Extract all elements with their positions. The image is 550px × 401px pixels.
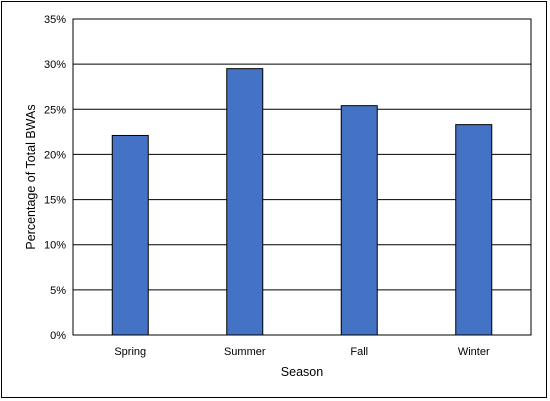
y-tick-label: 30% [44, 59, 66, 71]
tick-labels: 0% 5% 10% 15% 20% 25% 30% 35% Spring Summer Fall Wi… [44, 14, 490, 358]
y-tick-label: 25% [44, 104, 66, 116]
y-tick-label: 20% [44, 149, 66, 161]
bars [111, 68, 493, 336]
y-tick-label: 15% [44, 195, 66, 207]
x-tick-label: Spring [114, 346, 146, 358]
y-tick-label: 5% [50, 285, 66, 297]
y-tick-label: 35% [44, 14, 66, 26]
gridlines [73, 63, 531, 291]
bar-spring [111, 134, 149, 336]
bar-fall [340, 105, 378, 336]
bar-winter [455, 124, 493, 336]
y-axis-title: Percentage of Total BWAs [24, 104, 38, 249]
x-axis-title: Season [281, 365, 323, 379]
y-tick-label: 10% [44, 240, 66, 252]
x-tick-label: Winter [458, 346, 490, 358]
bar-summer [226, 68, 264, 336]
y-tick-label: 0% [50, 330, 66, 342]
x-tick-label: Fall [350, 346, 368, 358]
plot-area-border [72, 18, 532, 336]
x-tick-label: Summer [224, 346, 266, 358]
